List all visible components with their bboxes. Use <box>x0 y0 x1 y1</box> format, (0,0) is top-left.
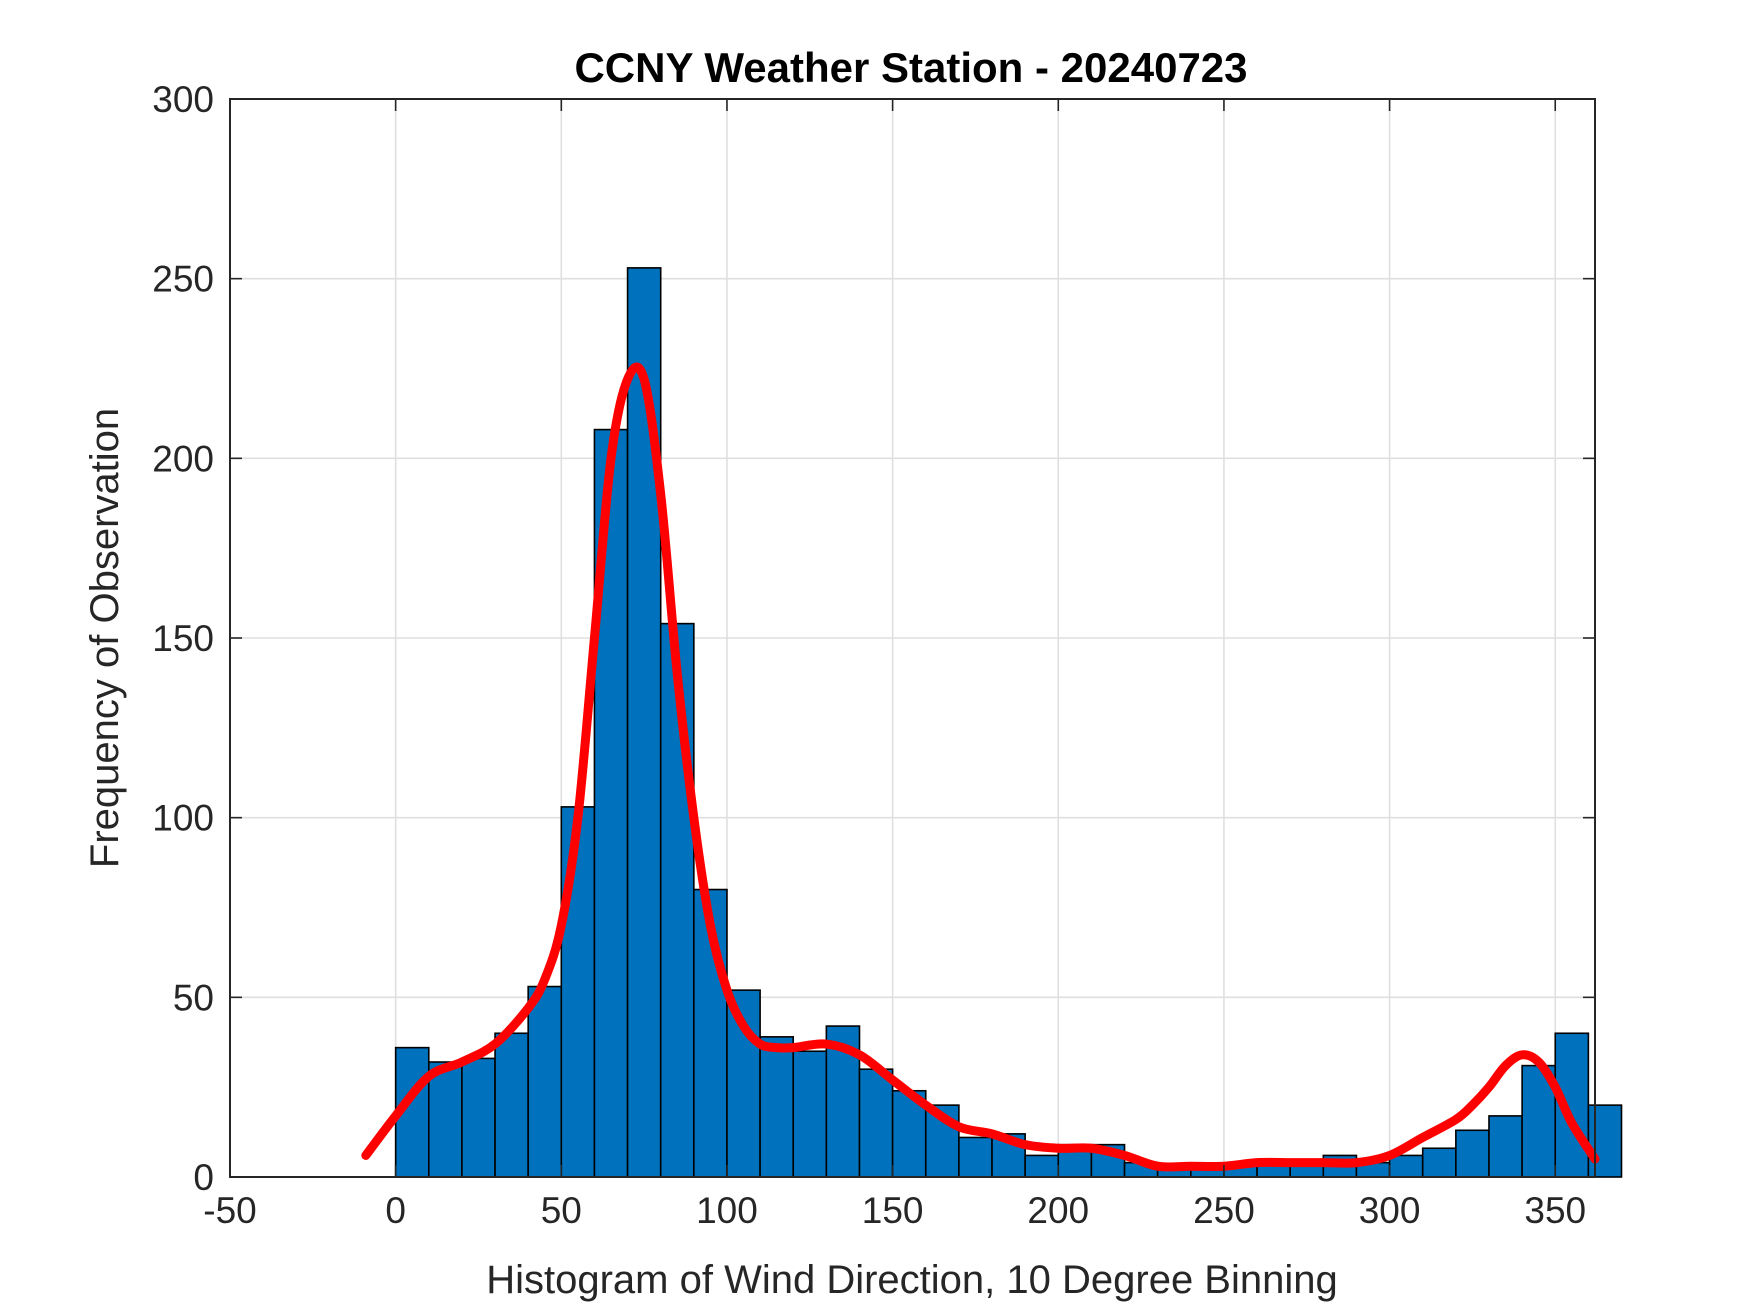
x-tick-label: 150 <box>862 1190 924 1231</box>
y-tick-label: 150 <box>152 618 214 659</box>
histogram-bar <box>858 1068 894 1178</box>
histogram-bar <box>1024 1154 1060 1178</box>
y-tick-label: 300 <box>152 79 214 120</box>
x-tick-label: 0 <box>385 1190 406 1231</box>
histogram-bar <box>427 1061 463 1178</box>
x-tick-label: 200 <box>1027 1190 1089 1231</box>
histogram-bar <box>1455 1129 1490 1178</box>
y-tick-label: 0 <box>193 1157 214 1198</box>
histogram-bar <box>792 1050 828 1178</box>
x-axis-label: Histogram of Wind Direction, 10 Degree B… <box>486 1258 1338 1302</box>
histogram-bar <box>958 1136 993 1178</box>
y-tick-label: 50 <box>173 977 214 1018</box>
x-tick-label: -50 <box>203 1190 256 1231</box>
histogram-bar <box>461 1057 496 1178</box>
x-tick-label: 300 <box>1359 1190 1421 1231</box>
density-fit-line <box>361 362 1600 1172</box>
y-axis-label: Frequency of Observation <box>83 408 127 868</box>
y-tick-label: 200 <box>152 438 214 479</box>
histogram-bar <box>560 806 596 1178</box>
histogram-bar <box>1388 1154 1424 1178</box>
histogram-bar <box>693 888 728 1178</box>
tick-marks <box>229 98 1595 1178</box>
y-tick-label: 250 <box>152 259 214 300</box>
density-curve <box>361 362 1600 1172</box>
histogram-bar <box>626 267 662 1178</box>
x-tick-label: 50 <box>541 1190 582 1231</box>
histogram-bar <box>494 1032 529 1178</box>
x-tick-label: 350 <box>1524 1190 1586 1231</box>
y-tick-label: 100 <box>152 798 214 839</box>
histogram-bar <box>527 985 563 1178</box>
histogram-bar <box>1587 1104 1623 1178</box>
histogram-bar <box>759 1036 795 1178</box>
histogram-bar <box>1488 1115 1523 1178</box>
plot-area <box>229 98 1623 1178</box>
x-tick-label: 100 <box>696 1190 758 1231</box>
x-tick-label: 250 <box>1193 1190 1255 1231</box>
x-tick-labels: -50 0 50 100 150 200 250 300 350 <box>203 1190 1586 1231</box>
chart-title: CCNY Weather Station - 20240723 <box>574 44 1247 91</box>
histogram-bar <box>1421 1147 1457 1178</box>
y-tick-labels: 0 50 100 150 200 250 300 <box>152 79 214 1198</box>
